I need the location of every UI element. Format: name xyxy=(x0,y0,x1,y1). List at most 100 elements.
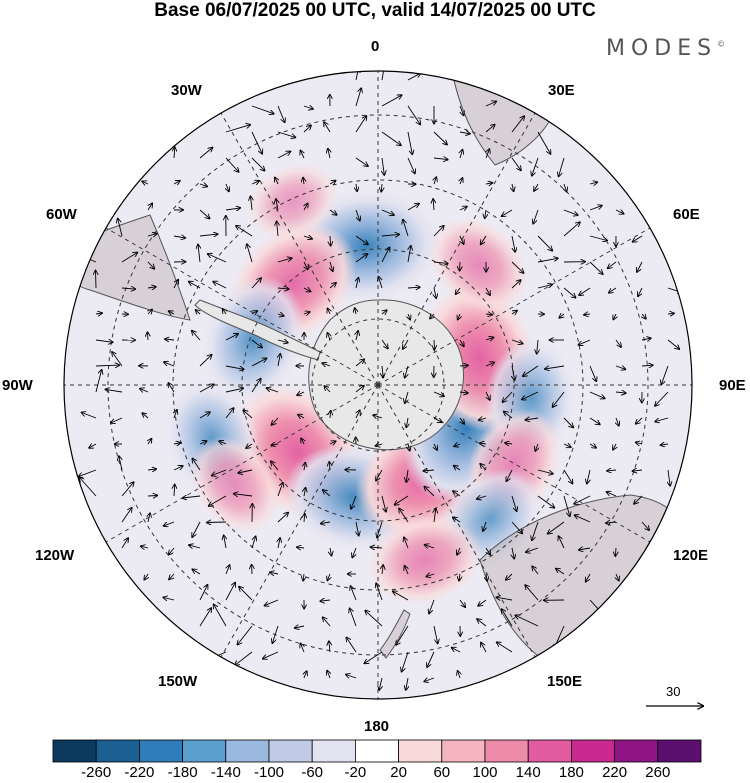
wind-arrow xyxy=(424,678,435,682)
wind-arrow xyxy=(355,254,367,263)
wind-arrow xyxy=(303,312,310,314)
wind-arrow xyxy=(563,495,570,516)
lat-circle-10s xyxy=(107,114,649,656)
wind-arrow xyxy=(638,287,643,296)
wind-arrow xyxy=(545,366,565,369)
wind-arrow xyxy=(633,470,643,471)
wind-arrow xyxy=(616,417,619,426)
wind-arrow xyxy=(225,365,244,369)
wind-arrow xyxy=(174,485,175,497)
wind-arrow xyxy=(355,116,366,133)
wind-arrow xyxy=(454,444,461,446)
wind-arrow xyxy=(219,441,227,444)
wind-arrow xyxy=(426,574,435,577)
wind-arrow xyxy=(407,105,420,124)
wind-arrow xyxy=(237,625,253,645)
wind-arrow xyxy=(189,545,201,548)
wind-arrow xyxy=(239,587,253,601)
wind-arrow xyxy=(667,313,674,314)
wind-arrow xyxy=(277,105,285,122)
wind-arrow xyxy=(89,444,97,448)
wind-arrow xyxy=(433,262,448,263)
wind-arrow xyxy=(589,417,600,424)
wind-arrow xyxy=(355,359,364,367)
wind-arrow xyxy=(459,207,467,210)
anomaly-positive xyxy=(367,515,483,605)
wind-arrow xyxy=(322,363,331,366)
wind-arrow xyxy=(655,417,669,422)
wind-arrow xyxy=(330,547,332,556)
wind-arrow xyxy=(303,288,311,292)
wind-arrow xyxy=(251,181,259,184)
wind-arrow xyxy=(433,131,447,145)
wind-arrow xyxy=(328,149,330,159)
wind-arrow xyxy=(223,309,226,315)
wind-arrow xyxy=(174,410,177,419)
wind-arrow xyxy=(263,651,279,659)
wind-arrow xyxy=(148,310,152,315)
wind-arrow xyxy=(477,619,487,627)
new-zealand xyxy=(379,609,411,659)
wind-arrow xyxy=(506,573,513,580)
colorbar-swatch xyxy=(138,739,183,763)
wind-arrow xyxy=(277,258,292,263)
wind-arrow xyxy=(198,245,200,263)
wind-arrow xyxy=(532,521,539,540)
wind-arrow xyxy=(356,521,359,536)
wind-arrow xyxy=(169,573,175,579)
wind-arrow xyxy=(251,536,256,549)
anomaly-positive xyxy=(246,163,339,241)
wind-arrow xyxy=(563,287,576,298)
wind-arrow xyxy=(247,244,253,263)
wind-arrow xyxy=(327,573,330,580)
wind-arrow xyxy=(303,125,311,133)
wind-arrow xyxy=(329,441,336,444)
wind-arrow xyxy=(405,365,408,378)
wind-arrow xyxy=(277,288,289,289)
graticule xyxy=(64,71,692,699)
anomaly-positive xyxy=(190,436,280,535)
wind-arrow xyxy=(512,365,515,380)
lon-label-120w: 120W xyxy=(35,547,75,564)
wind-arrow xyxy=(506,469,513,481)
wind-arrow xyxy=(121,253,137,263)
wind-arrow xyxy=(356,183,357,191)
wind-arrow xyxy=(486,149,489,159)
wind-arrow xyxy=(297,547,305,548)
wind-arrow xyxy=(225,388,243,393)
wind-arrow xyxy=(173,181,180,184)
wind-arrow xyxy=(559,157,565,176)
colorbar-swatch xyxy=(484,739,529,763)
wind-arrow xyxy=(483,521,486,531)
wind-arrow xyxy=(615,392,626,393)
wind-arrow xyxy=(381,209,394,215)
wind-arrow xyxy=(214,604,227,627)
wind-arrow xyxy=(589,235,607,241)
wind-arrow xyxy=(537,469,553,474)
wind-arrow xyxy=(485,362,494,366)
colorbar-tick-label: 220 xyxy=(602,764,628,781)
wind-arrow xyxy=(277,131,295,137)
wind-arrow xyxy=(251,379,261,393)
wind-arrow xyxy=(485,125,495,133)
brand-text: MODES xyxy=(606,36,718,61)
wind-arrow xyxy=(329,283,336,289)
wind-arrow xyxy=(587,469,590,484)
wind-arrow xyxy=(532,566,539,575)
wind-arrow xyxy=(535,443,538,451)
wind-arrow xyxy=(485,314,492,315)
wind-arrow xyxy=(615,210,624,214)
wind-arrow xyxy=(276,199,278,211)
wind-arrow xyxy=(327,671,330,679)
wind-arrow xyxy=(351,495,357,509)
wind-arrow xyxy=(121,538,128,549)
wind-arrow xyxy=(424,487,435,497)
wind-arrow xyxy=(460,417,464,424)
wind-arrow xyxy=(382,157,384,175)
wind-arrow xyxy=(575,515,591,523)
wind-arrow xyxy=(458,671,460,679)
colorbar-tick-label: -60 xyxy=(301,764,324,781)
wind-arrow xyxy=(142,181,149,184)
wind-arrow xyxy=(579,287,591,295)
